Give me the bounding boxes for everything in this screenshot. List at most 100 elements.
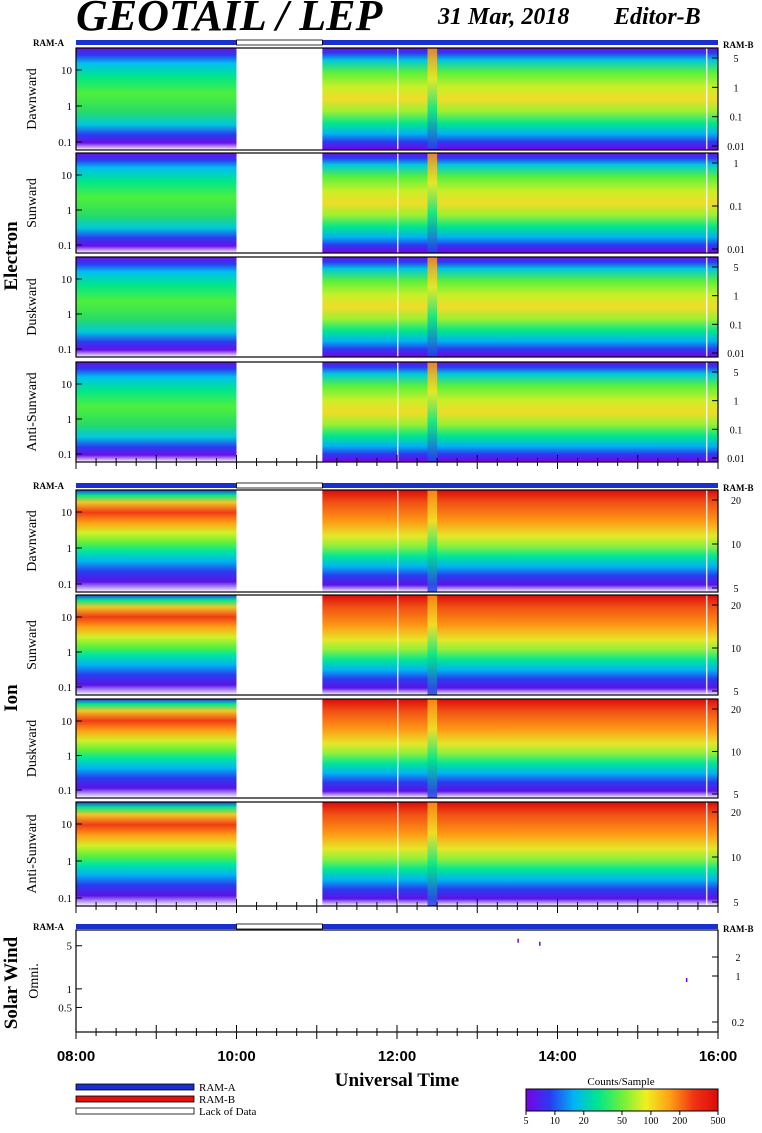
mode-bar-lack-of-data (236, 923, 323, 930)
mode-bar-ram-a (76, 40, 718, 45)
colorbar-tick-label: 5 (524, 1116, 529, 1127)
x-tick-label: 12:00 (378, 1048, 416, 1065)
group-label-solar-wind: Solar Wind (1, 936, 22, 1029)
colorbar-tick-label: 10 (550, 1116, 560, 1127)
heatmap-data-dropout (397, 257, 399, 357)
electron-panel-sunward: 10 1 0.1 1 0.1 0.01 Sunward (25, 152, 745, 256)
right-tick-label: 0.01 (727, 454, 745, 465)
heatmap-data-dropout (705, 153, 708, 253)
right-tick-label: 1 (736, 972, 741, 983)
colorbar-tick-label: 200 (672, 1116, 687, 1127)
mode-bar-label-right: RAM-B (723, 40, 754, 50)
heatmap-data-dropout (397, 153, 399, 253)
right-tick-label: 10 (731, 540, 741, 551)
heatmap-segment-post-gap (322, 48, 718, 150)
right-tick-label: 0.01 (727, 245, 745, 256)
heatmap-segment-post-gap (322, 362, 718, 462)
legend-swatch-ram-a (75, 1083, 195, 1091)
x-axis-label: Universal Time (335, 1070, 459, 1091)
heatmap-injection-band (427, 802, 438, 906)
panel-label-anti-sunward: Anti-Sunward (25, 372, 40, 451)
right-tick-label: 0.2 (732, 1018, 745, 1029)
y-tick-label: 1 (67, 414, 73, 426)
heatmap-data-dropout (705, 802, 708, 906)
legend-swatch-ram-b (75, 1095, 195, 1103)
electron-panel-anti-sunward: 10 1 0.1 5 1 0.1 0.01 Anti-Sunward (25, 361, 745, 465)
heatmap-segment-post-gap (322, 490, 718, 592)
right-tick-label: 20 (731, 705, 741, 716)
heatmap-data-dropout (397, 490, 399, 592)
heatmap-injection-band (427, 699, 438, 798)
heatmap-data-dropout (705, 699, 708, 798)
solar-wind-data-point (539, 941, 541, 946)
group-label-ion: Ion (1, 684, 22, 712)
y-tick-label: 1 (67, 856, 73, 868)
panel-frame (75, 256, 719, 358)
heatmap-segment-pre-gap (76, 48, 237, 150)
right-tick-label: 20 (731, 496, 741, 507)
panel-label-sunward: Sunward (25, 620, 40, 670)
y-tick-label: 5 (67, 941, 73, 953)
y-tick-label: 10 (61, 379, 73, 391)
right-tick-label: 5 (734, 790, 739, 801)
heatmap-data-dropout (397, 48, 399, 150)
heatmap-segment-pre-gap (76, 699, 237, 798)
panel-frame (75, 152, 719, 254)
y-tick-label: 0.1 (58, 682, 72, 694)
mode-bar-ram-a (76, 924, 718, 929)
y-tick-label: 1 (67, 751, 73, 763)
y-tick-label: 0.1 (58, 449, 72, 461)
y-tick-label: 10 (61, 65, 73, 77)
y-tick-label: 10 (61, 819, 73, 831)
x-tick-label: 10:00 (217, 1048, 255, 1065)
y-tick-label: 0.5 (58, 1002, 72, 1014)
ion-panel-anti-sunward: 10 1 0.1 20 10 5 Anti-Sunward (25, 801, 741, 909)
x-tick-label: 08:00 (57, 1048, 95, 1065)
right-tick-label: 2 (736, 953, 741, 964)
right-tick-label: 10 (731, 853, 741, 864)
solar-wind-data-point (685, 978, 688, 983)
heatmap-data-dropout (705, 595, 708, 695)
right-tick-label: 0.1 (730, 113, 743, 124)
y-tick-label: 10 (61, 612, 73, 624)
heatmap-segment-post-gap (322, 153, 718, 253)
heatmap-injection-band (427, 595, 438, 695)
mode-bar-label-left: RAM-A (33, 922, 64, 932)
heatmap-injection-band (427, 257, 438, 357)
colorbar-tick-label: 100 (643, 1116, 658, 1127)
ion-panel-sunward: 10 1 0.1 20 10 5 Sunward (25, 594, 741, 698)
heatmap-segment-pre-gap (76, 153, 237, 253)
right-tick-label: 5 (734, 898, 739, 909)
y-tick-label: 1 (67, 647, 73, 659)
plot-title: GEOTAIL / LEP (76, 0, 383, 40)
panel-frame (75, 698, 719, 799)
heatmap-segment-pre-gap (76, 490, 237, 592)
panel-label-dawnward: Dawnward (25, 68, 40, 129)
colorbar-tick-label: 20 (579, 1116, 589, 1127)
right-tick-label: 20 (731, 808, 741, 819)
heatmap-data-dropout (397, 802, 399, 906)
right-tick-label: 5 (734, 584, 739, 595)
mode-bar-lack-of-data (236, 482, 323, 489)
panel-label-anti-sunward: Anti-Sunward (25, 814, 40, 893)
y-tick-label: 1 (67, 205, 73, 217)
y-tick-label: 1 (67, 101, 73, 113)
heatmap-segment-pre-gap (76, 802, 237, 906)
y-tick-label: 10 (61, 507, 73, 519)
legend-swatch-lack-of-data (75, 1107, 195, 1115)
heatmap-segment-post-gap (322, 699, 718, 798)
right-tick-label: 10 (731, 748, 741, 759)
y-tick-label: 1 (67, 984, 73, 996)
right-tick-label: 20 (731, 601, 741, 612)
mode-bar-lack-of-data (236, 39, 323, 46)
panel-label-omni: Omni. (27, 963, 42, 998)
ion-panel-dawnward: 10 1 0.1 20 10 5 Dawnward (25, 489, 741, 595)
heatmap-segment-post-gap (322, 802, 718, 906)
heatmap-data-dropout (705, 48, 708, 150)
y-tick-label: 10 (61, 716, 73, 728)
colorbar-tick-label: 500 (711, 1116, 726, 1127)
right-tick-label: 0.1 (730, 425, 743, 436)
panel-label-duskward: Duskward (25, 720, 40, 778)
colorbar-tick-label: 50 (617, 1116, 627, 1127)
